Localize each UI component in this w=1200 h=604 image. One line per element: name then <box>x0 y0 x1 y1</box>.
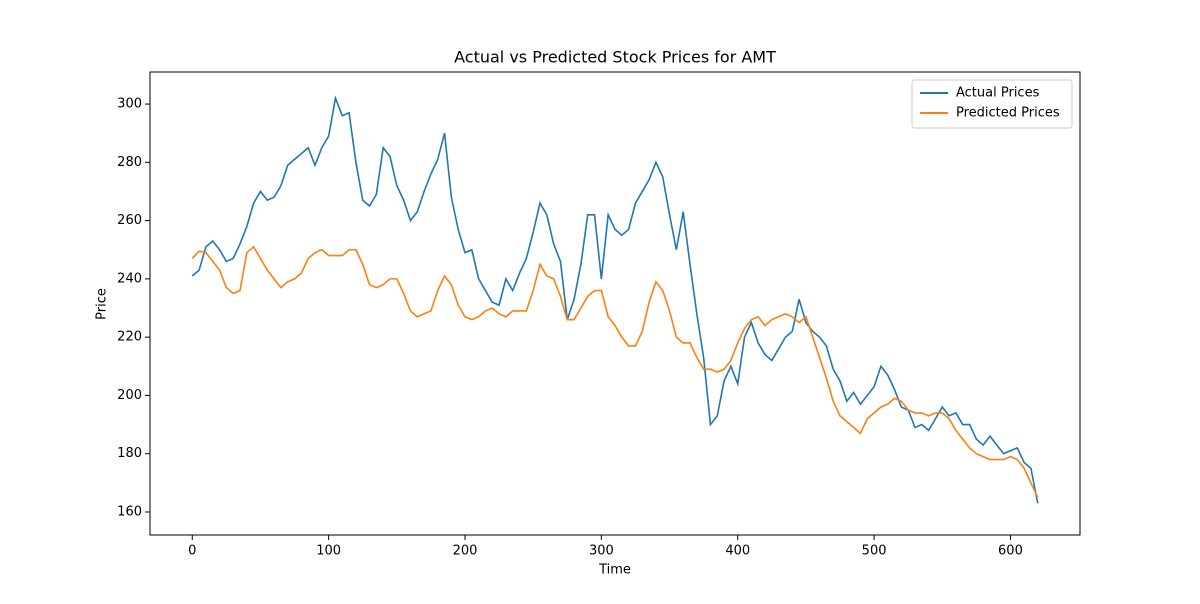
x-axis-label: Time <box>598 563 631 578</box>
legend-label: Actual Prices <box>956 86 1040 101</box>
legend-box <box>911 79 1073 129</box>
y-tick-label: 220 <box>117 330 142 345</box>
y-tick-label: 180 <box>117 446 142 461</box>
legend-label: Predicted Prices <box>956 106 1060 121</box>
y-tick-label: 280 <box>117 155 142 170</box>
x-tick-label: 0 <box>188 544 196 559</box>
y-tick-label: 200 <box>117 388 142 403</box>
series-line <box>191 245 1039 498</box>
x-tick-label: 200 <box>453 544 478 559</box>
chart-title: Actual vs Predicted Stock Prices for AMT <box>454 48 776 67</box>
x-tick-label: 400 <box>725 544 750 559</box>
y-axis-label: Price <box>95 288 110 320</box>
y-tick-label: 240 <box>117 271 142 286</box>
y-tick-label: 260 <box>117 213 142 228</box>
x-tick-label: 500 <box>862 544 887 559</box>
series-line <box>191 95 1039 504</box>
x-tick-label: 100 <box>316 544 341 559</box>
y-tick-label: 160 <box>117 504 142 519</box>
y-tick-label: 300 <box>117 97 142 112</box>
x-tick-label: 600 <box>998 544 1023 559</box>
x-tick-label: 300 <box>589 544 614 559</box>
plot-frame <box>149 71 1081 536</box>
